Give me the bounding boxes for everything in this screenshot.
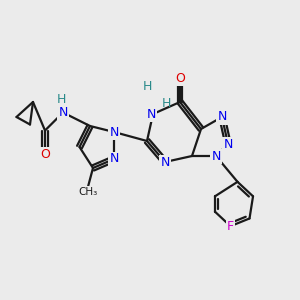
Text: O: O <box>40 148 50 161</box>
Text: F: F <box>227 220 234 233</box>
Text: H: H <box>57 93 66 106</box>
Text: N: N <box>58 106 68 119</box>
Text: N: N <box>109 152 119 166</box>
Text: N: N <box>211 149 221 163</box>
Text: N: N <box>109 125 119 139</box>
Text: N: N <box>160 155 170 169</box>
Text: CH₃: CH₃ <box>79 187 98 197</box>
Text: H: H <box>162 97 171 110</box>
Text: O: O <box>175 71 185 85</box>
Text: N: N <box>147 107 156 121</box>
Text: H: H <box>142 80 152 94</box>
Text: N: N <box>223 137 233 151</box>
Text: N: N <box>217 110 227 124</box>
